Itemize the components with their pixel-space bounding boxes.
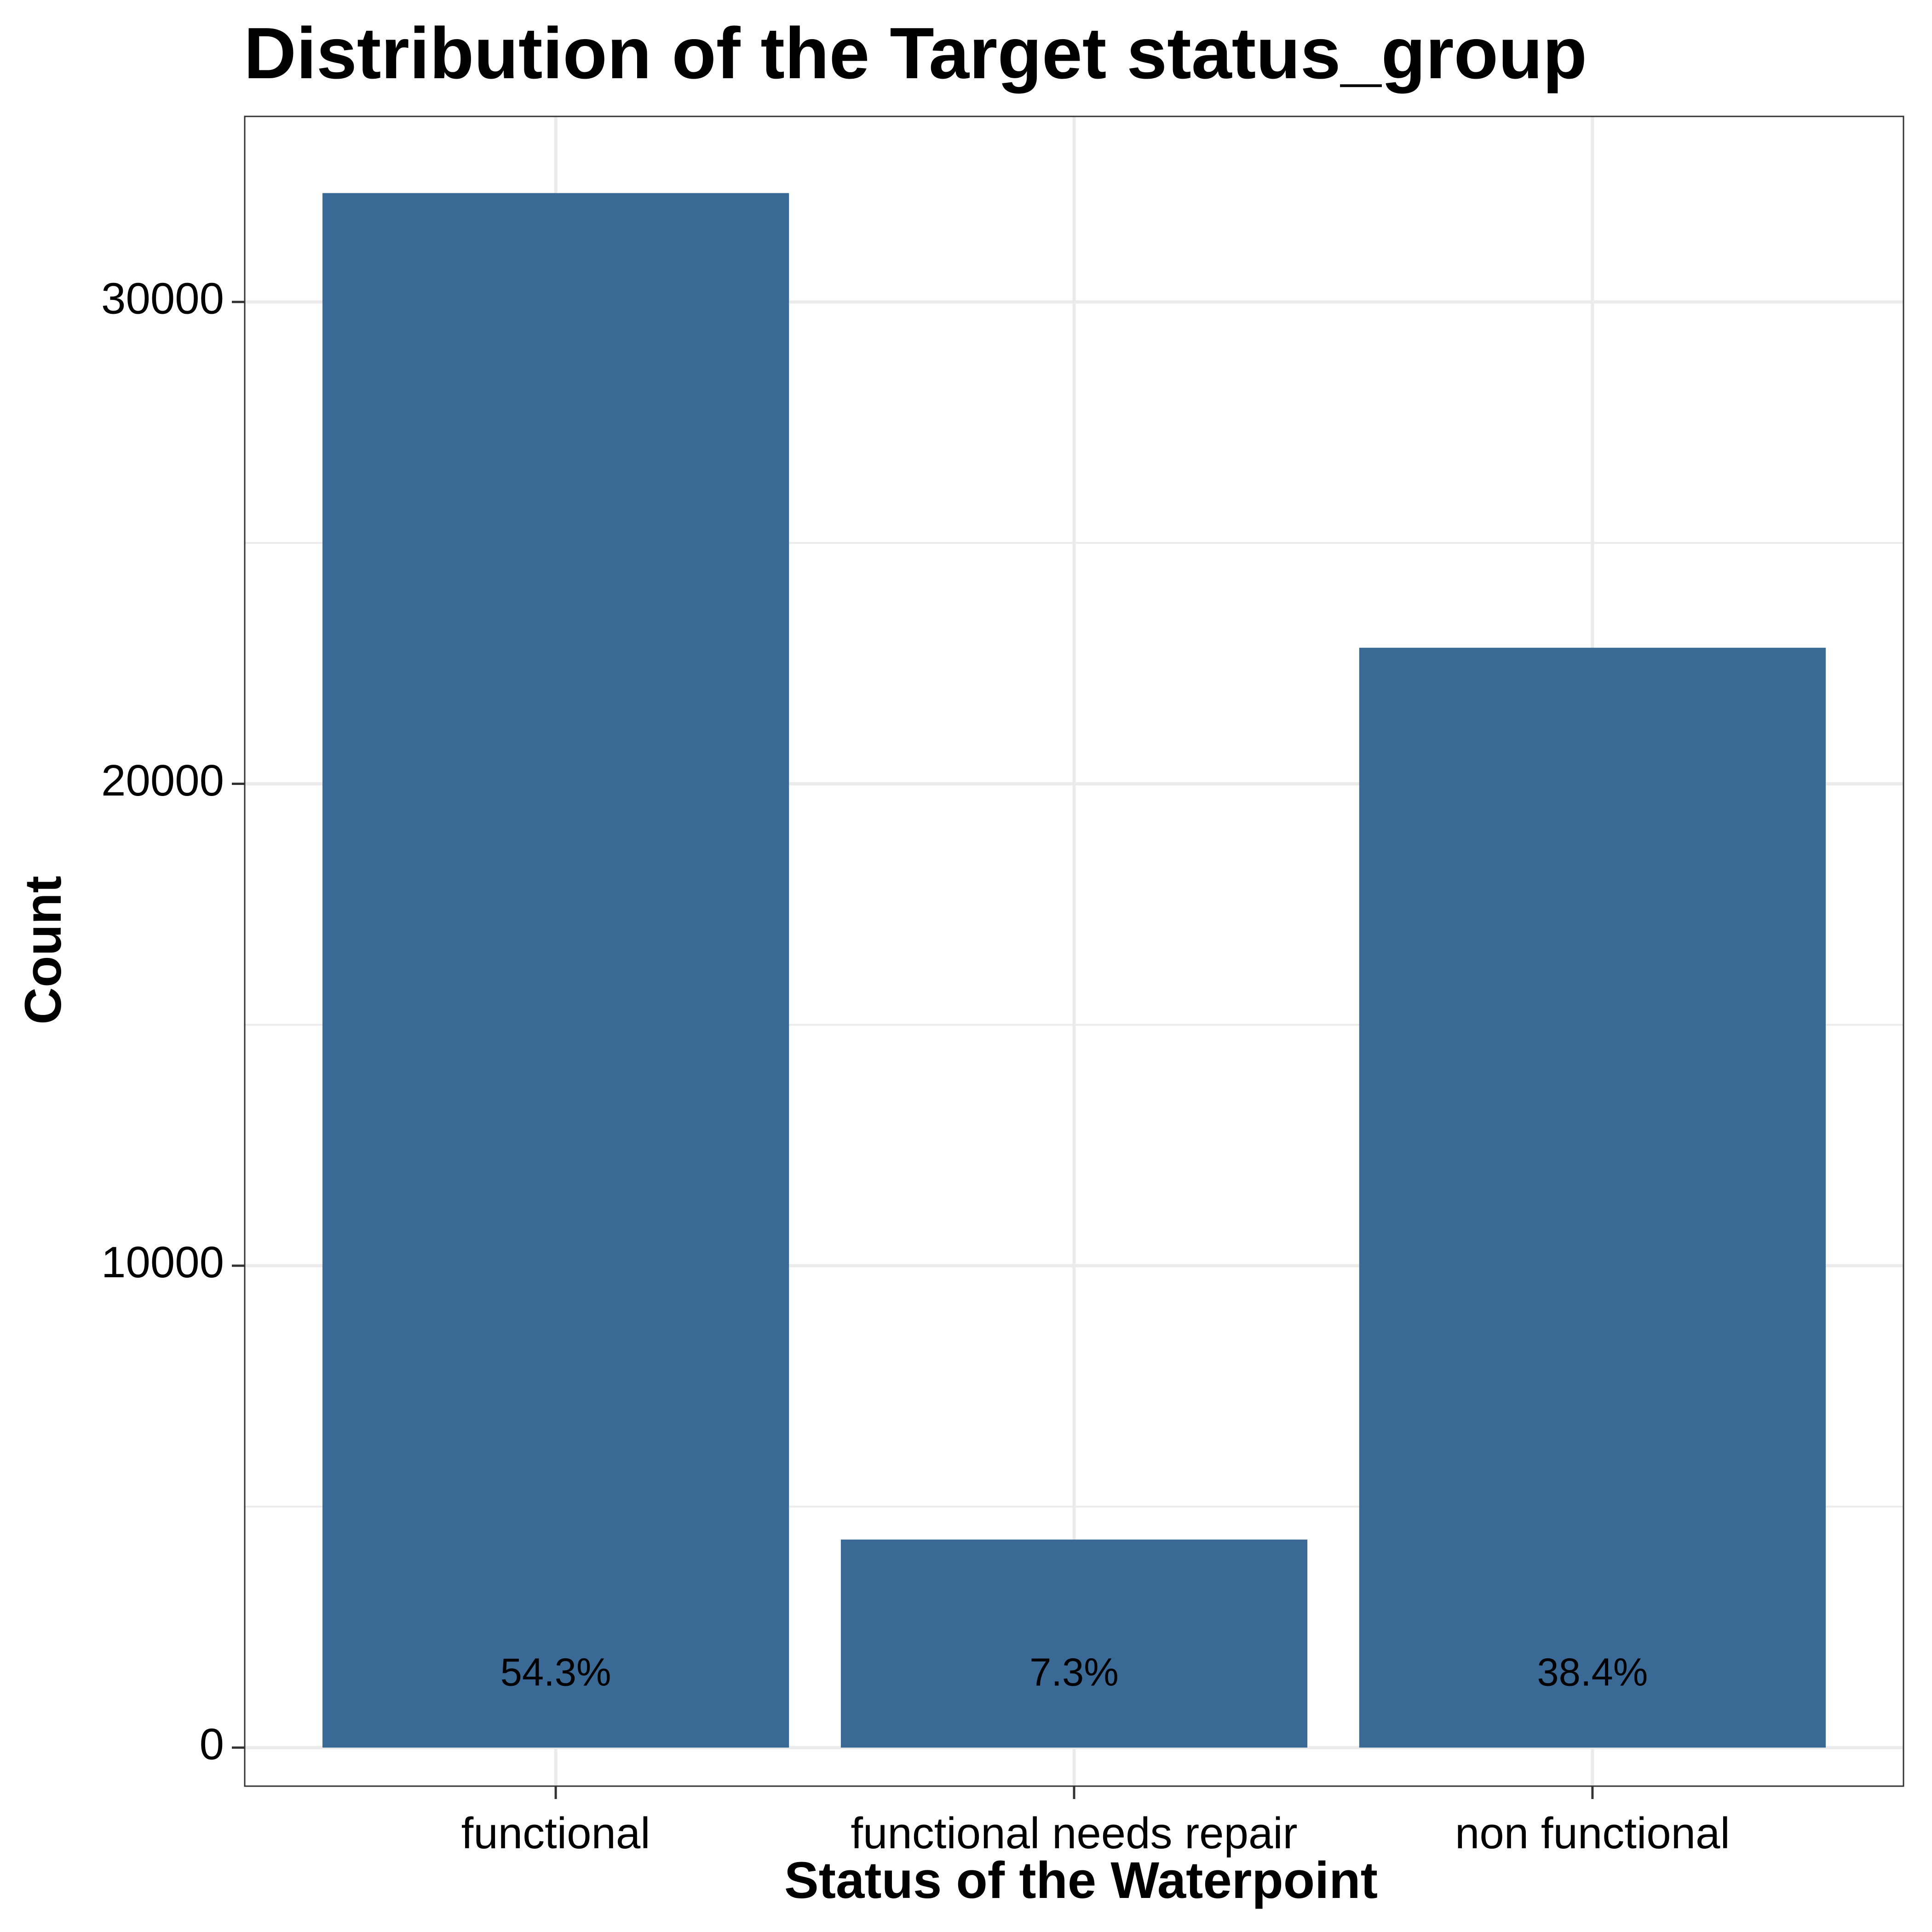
axes: 0 10000 20000 30000 functional functional nee… (101, 274, 1730, 1858)
x-tick-label: functional needs repair (851, 1809, 1297, 1858)
y-axis-title: Count (14, 876, 72, 1024)
bar (840, 1540, 1308, 1748)
bar-data-label: 54.3% (500, 1651, 611, 1695)
chart-title: Distribution of the Target status_group (244, 13, 1587, 94)
bars (322, 193, 1826, 1748)
x-tick-label: non functional (1455, 1809, 1730, 1858)
bar-data-labels: 54.3% 7.3% 38.4% (500, 1651, 1648, 1695)
bar-data-label: 7.3% (1029, 1651, 1119, 1695)
bar-data-label: 38.4% (1537, 1651, 1648, 1695)
y-tick-label: 10000 (101, 1238, 224, 1287)
x-tick-label: functional (461, 1809, 650, 1858)
x-axis-title: Status of the Waterpoint (784, 1851, 1378, 1909)
y-tick-label: 0 (200, 1720, 224, 1769)
y-tick-label: 30000 (101, 274, 224, 323)
bar (322, 193, 789, 1748)
bar (1359, 647, 1826, 1748)
y-tick-label: 20000 (101, 756, 224, 805)
